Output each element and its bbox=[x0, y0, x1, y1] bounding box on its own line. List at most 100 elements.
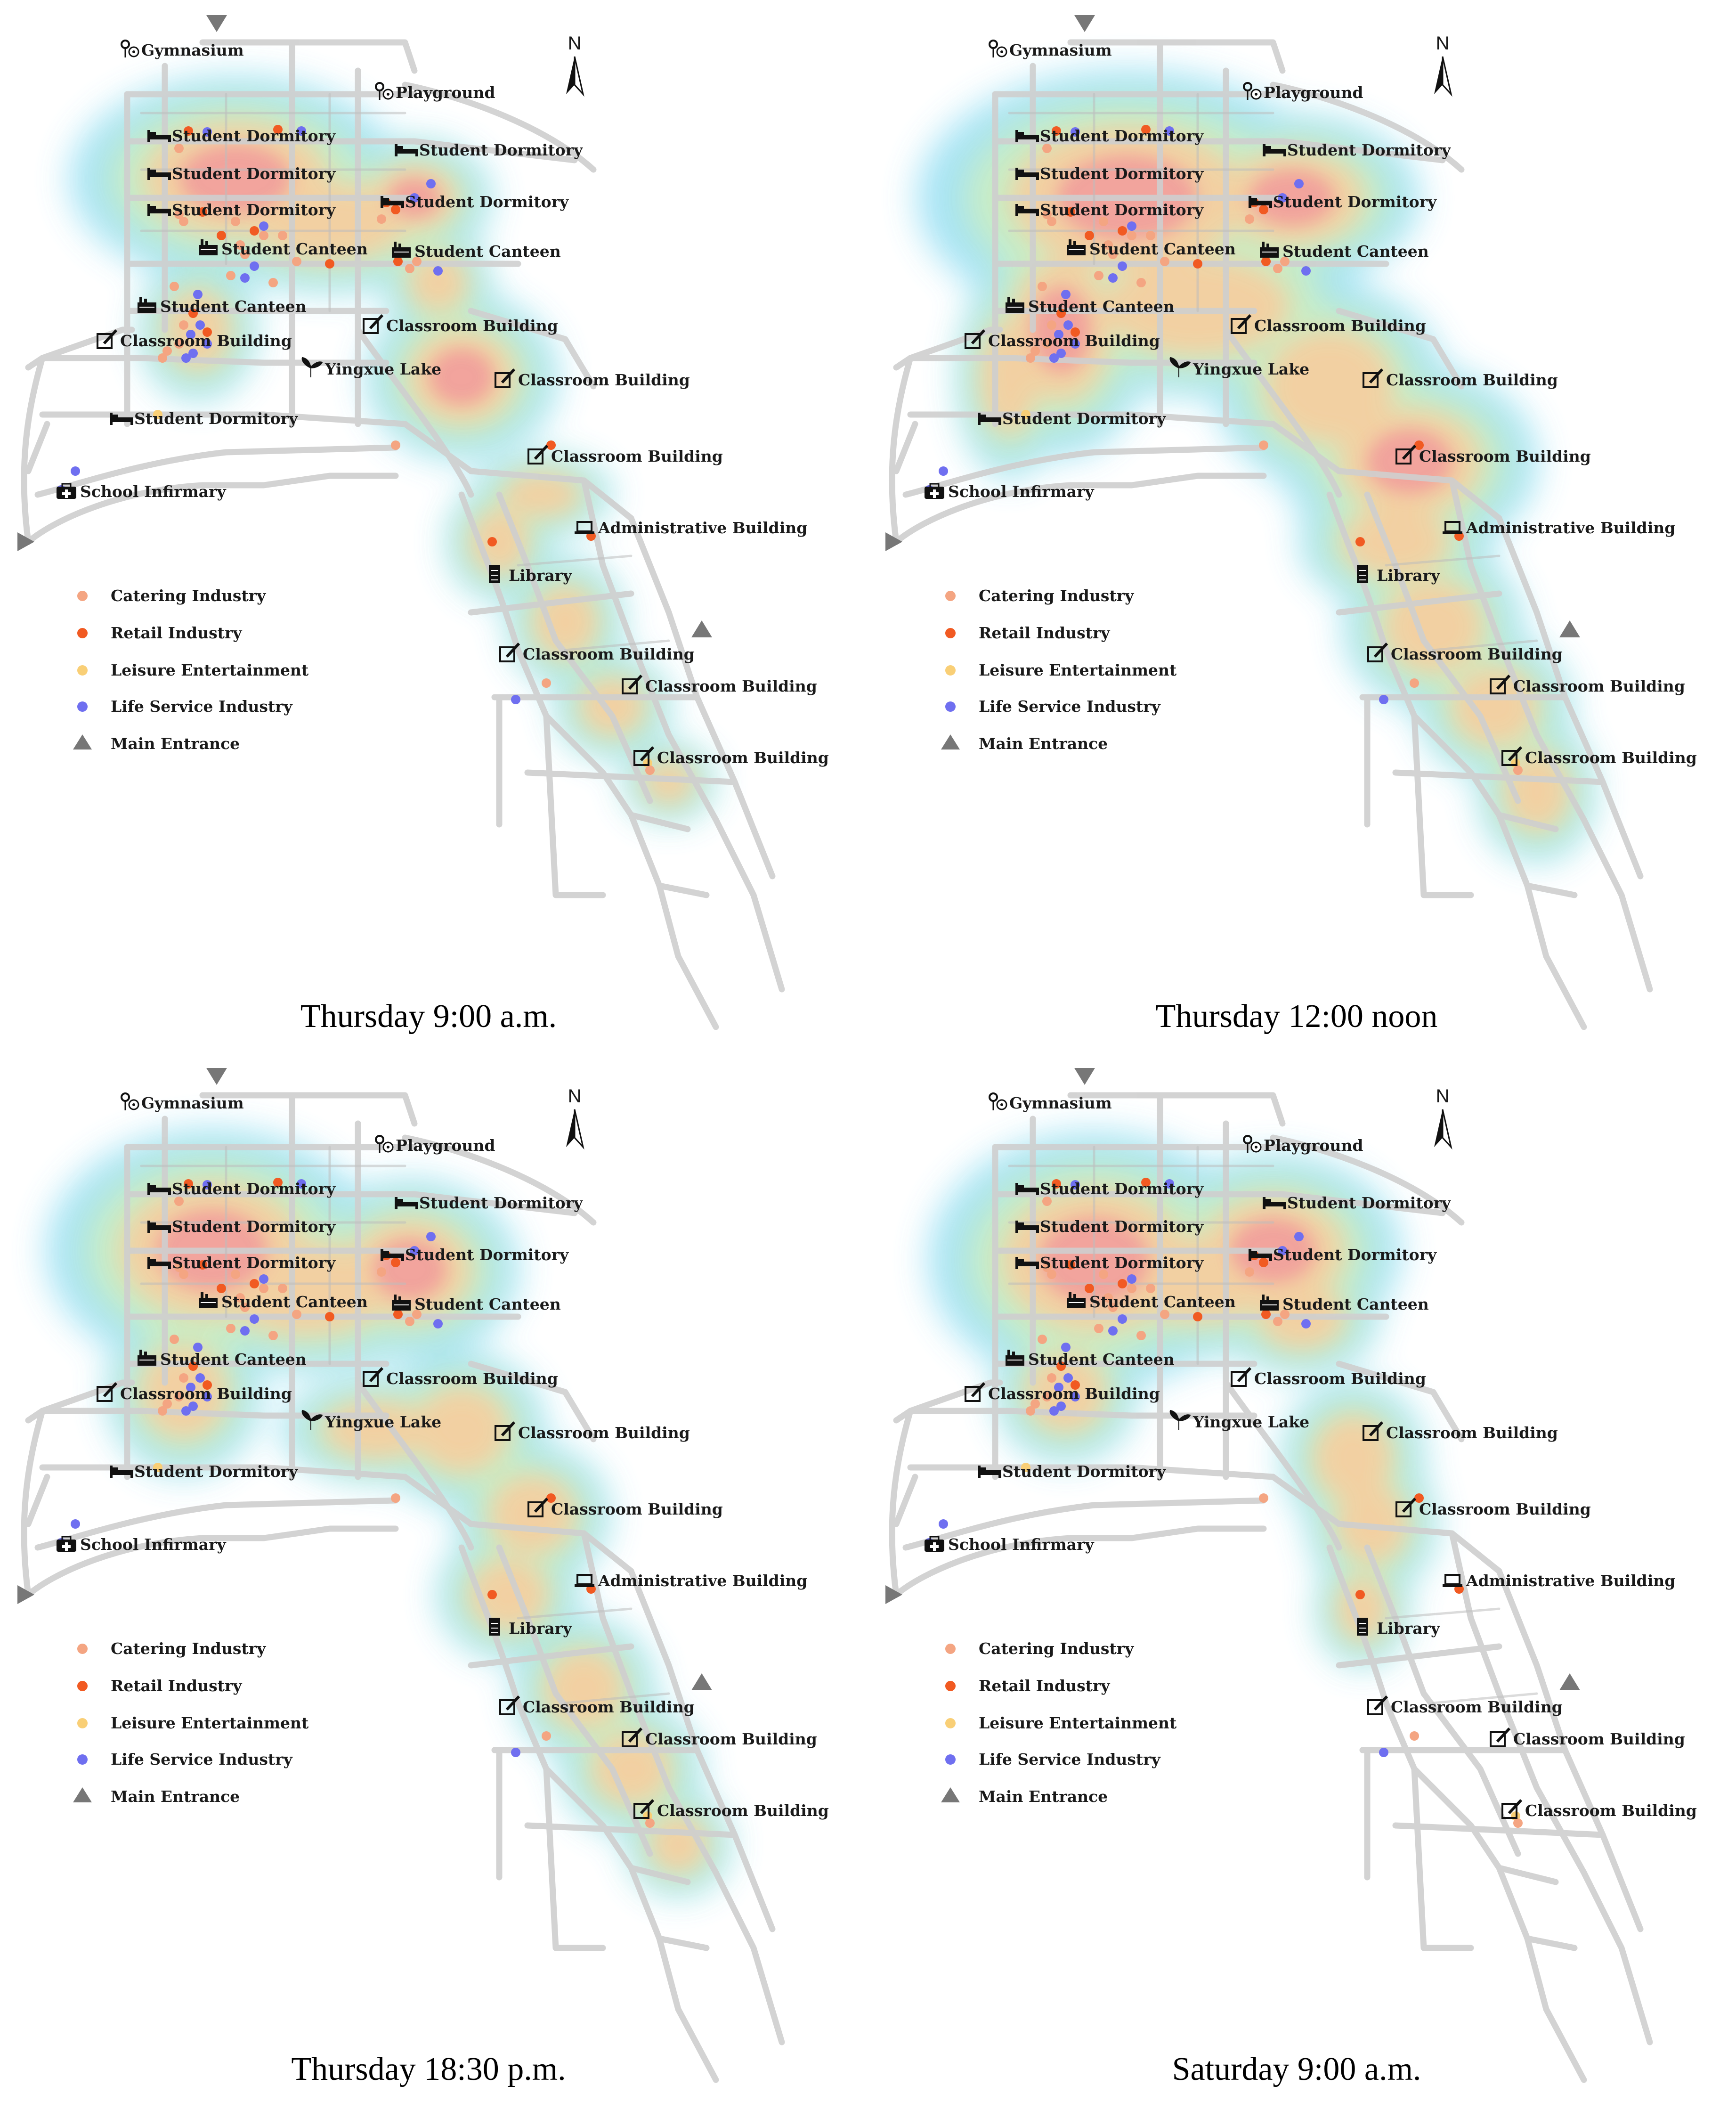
playground-icon bbox=[375, 1135, 394, 1153]
poi-catering bbox=[1280, 1310, 1290, 1319]
landmark-label: Classroom Building bbox=[1386, 1424, 1558, 1442]
landmark-label: Classroom Building bbox=[1391, 645, 1563, 663]
landmark-label: Gymnasium bbox=[1009, 1094, 1112, 1112]
poi-catering bbox=[235, 240, 245, 250]
panel-caption: Thursday 18:30 p.m. bbox=[291, 2051, 566, 2087]
poi-life bbox=[426, 1232, 436, 1241]
legend-label: Leisure Entertainment bbox=[111, 1714, 309, 1732]
poi-retail bbox=[1066, 1260, 1075, 1270]
poi-catering bbox=[1047, 217, 1056, 226]
landmark-label: School Infirmary bbox=[80, 1535, 226, 1554]
classroom-icon bbox=[965, 1382, 986, 1402]
canteen-icon bbox=[1067, 1292, 1086, 1308]
poi-retail bbox=[1193, 1312, 1202, 1321]
legend-label: Leisure Entertainment bbox=[979, 1714, 1177, 1732]
landmark-label: Student Dormitory bbox=[1040, 1217, 1204, 1236]
poi-retail bbox=[184, 1179, 193, 1189]
landmark-label: Yingxue Lake bbox=[324, 360, 441, 378]
poi-catering bbox=[1136, 1331, 1146, 1340]
main-entrance-marker bbox=[885, 1585, 902, 1604]
poi-catering bbox=[278, 1284, 287, 1293]
landmark-label: Student Canteen bbox=[221, 240, 368, 258]
bed-icon bbox=[978, 413, 1001, 425]
poi-retail bbox=[1414, 1493, 1424, 1503]
legend-label: Retail Industry bbox=[979, 1677, 1110, 1695]
poi-retail bbox=[1259, 205, 1268, 214]
main-entrance-marker bbox=[1559, 1673, 1580, 1690]
bed-icon bbox=[110, 1466, 133, 1478]
poi-life bbox=[195, 320, 205, 330]
poi-retail bbox=[198, 207, 207, 217]
landmark-label: Student Dormitory bbox=[172, 1254, 336, 1272]
legend-swatch bbox=[945, 1681, 956, 1691]
main-entrance-marker bbox=[691, 1673, 712, 1690]
poi-catering bbox=[259, 231, 268, 240]
poi-catering bbox=[1410, 678, 1419, 688]
canteen-icon bbox=[138, 297, 156, 313]
poi-retail bbox=[1118, 226, 1127, 236]
bed-icon bbox=[395, 1197, 418, 1209]
poi-life bbox=[193, 290, 203, 299]
poi-life bbox=[181, 353, 191, 363]
landmark-label: Classroom Building bbox=[120, 332, 292, 350]
classroom-icon bbox=[1231, 314, 1252, 334]
books-icon bbox=[489, 565, 500, 583]
heat-blob bbox=[1342, 506, 1449, 577]
landmark-label: Student Canteen bbox=[1089, 1293, 1236, 1311]
medical-icon bbox=[57, 1536, 76, 1552]
poi-life bbox=[1071, 339, 1080, 349]
classroom-icon bbox=[633, 746, 655, 766]
classroom-icon bbox=[1395, 444, 1417, 464]
poi-catering bbox=[179, 320, 188, 330]
map-panel: Gymnasium Playground Student Dormitory Stud… bbox=[885, 1068, 1697, 2087]
legend-swatch bbox=[945, 665, 956, 676]
books-icon bbox=[1357, 1618, 1368, 1636]
landmark-label: Classroom Building bbox=[523, 645, 695, 663]
classroom-icon bbox=[499, 642, 520, 662]
poi-catering bbox=[1099, 1270, 1108, 1279]
poi-retail bbox=[217, 231, 226, 240]
legend-swatch bbox=[77, 701, 88, 712]
poi-catering bbox=[542, 678, 551, 688]
legend-swatch bbox=[945, 628, 956, 638]
landmark-label: Classroom Building bbox=[1419, 447, 1591, 465]
heat-blob bbox=[1249, 170, 1334, 226]
landmark-label: Administrative Building bbox=[1466, 1572, 1675, 1590]
landmark-label: Student Dormitory bbox=[1040, 164, 1204, 183]
classroom-icon bbox=[1367, 1695, 1388, 1715]
legend-label: Catering Industry bbox=[111, 587, 266, 605]
landmark-label: Student Dormitory bbox=[1040, 1254, 1204, 1272]
poi-catering bbox=[645, 766, 655, 775]
poi-catering bbox=[179, 217, 188, 226]
poi-retail bbox=[1085, 231, 1094, 240]
landmark-label: Library bbox=[509, 1619, 572, 1637]
bed-icon bbox=[147, 168, 171, 180]
landmark-label: Classroom Building bbox=[645, 1730, 817, 1748]
poi-life bbox=[1061, 290, 1071, 299]
landmark-label: Classroom Building bbox=[1525, 1801, 1697, 1820]
main-entrance-marker bbox=[885, 532, 902, 551]
heat-blob bbox=[1314, 1416, 1392, 1500]
bed-icon bbox=[1015, 168, 1039, 180]
poi-catering bbox=[162, 1399, 172, 1409]
poi-catering bbox=[1094, 1324, 1103, 1333]
heat-blob bbox=[503, 473, 581, 516]
classroom-icon bbox=[495, 368, 516, 388]
main-entrance-marker bbox=[206, 1068, 227, 1085]
landmark-label: Classroom Building bbox=[551, 447, 723, 465]
poi-retail bbox=[1052, 126, 1061, 136]
poi-catering bbox=[162, 346, 172, 356]
poi-life bbox=[181, 1406, 191, 1416]
classroom-icon bbox=[1501, 746, 1523, 766]
legend-label: Life Service Industry bbox=[111, 1750, 293, 1768]
poi-catering bbox=[226, 271, 235, 280]
medical-icon bbox=[925, 1536, 944, 1552]
poi-catering bbox=[1038, 282, 1047, 291]
poi-catering bbox=[1094, 271, 1103, 280]
poi-life bbox=[186, 330, 195, 339]
playground-icon bbox=[1243, 1135, 1262, 1153]
landmark-label: Classroom Building bbox=[988, 1385, 1160, 1403]
poi-catering bbox=[412, 257, 422, 266]
poi-catering bbox=[377, 214, 386, 224]
